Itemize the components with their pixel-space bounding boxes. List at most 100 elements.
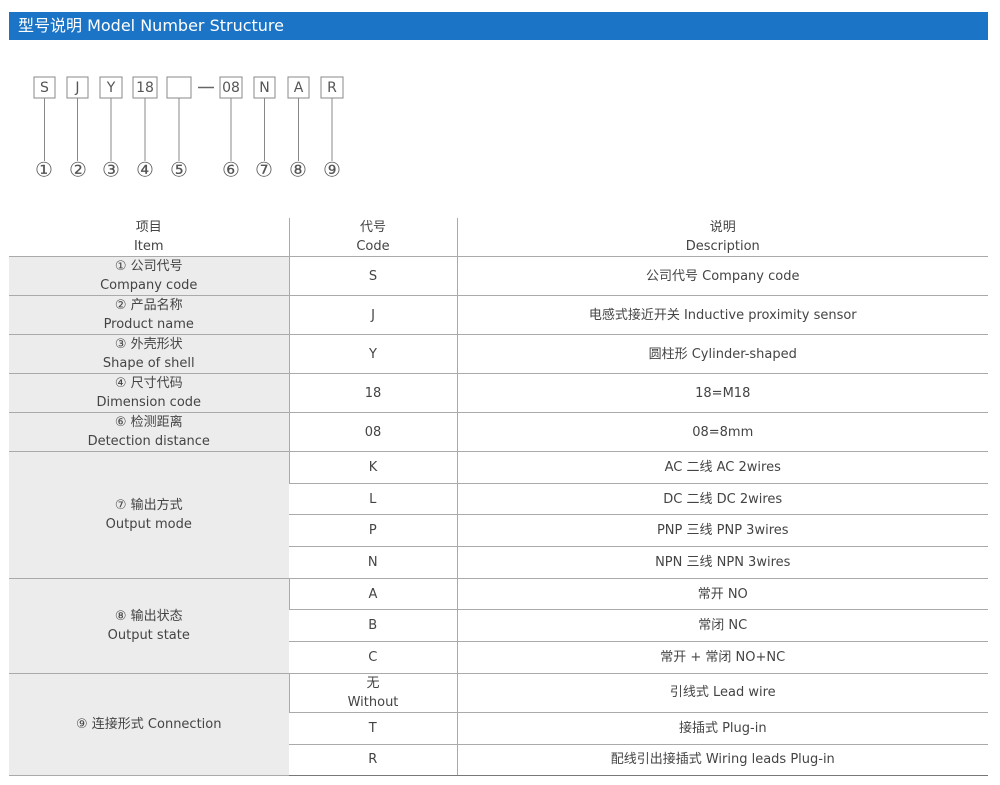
cell-line: J xyxy=(371,307,375,323)
code-cell: 18 xyxy=(288,373,457,413)
desc-cell: 公司代号 Company code xyxy=(456,256,988,296)
item-cell: ② 产品名称 Product name xyxy=(9,295,289,335)
marker: ⑦ xyxy=(255,158,273,182)
code-cell: L xyxy=(289,483,457,516)
code-cell: K xyxy=(288,451,457,484)
header-cell: 项目 Item xyxy=(9,218,289,257)
code-cell: J xyxy=(288,295,457,335)
cell-line: S xyxy=(368,268,378,284)
desc-cell: 常开 NO xyxy=(456,578,988,611)
marker: ① xyxy=(35,158,53,182)
marker: ③ xyxy=(102,158,120,182)
desc-cell: PNP 三线 PNP 3wires xyxy=(456,514,988,548)
item-cell: ⑦ 输出方式 Output mode xyxy=(9,451,289,579)
cell-line: N xyxy=(367,554,378,570)
code-cell: Y xyxy=(288,334,457,374)
cell-line: 18 xyxy=(364,385,382,401)
section-header: 型号说明 Model Number Structure xyxy=(9,12,988,40)
header-row: 项目 Item 代号 Code 说明 Description xyxy=(9,218,988,257)
cell-line: ④ 尺寸代码 xyxy=(114,376,183,391)
cell-line: Output state xyxy=(107,627,190,643)
code-cell: C xyxy=(289,641,457,674)
cell-line: ① 公司代号 xyxy=(114,259,183,274)
cell-line: ③ 外壳形状 xyxy=(114,337,183,352)
cell-line: 代号 xyxy=(359,220,386,235)
code-text: 08 xyxy=(222,80,240,96)
cell-line: ⑦ 输出方式 xyxy=(114,497,183,513)
code-text: R xyxy=(327,80,337,96)
cell-line: Detection distance xyxy=(87,434,210,449)
code-text: A xyxy=(294,80,304,96)
item-cell: ⑥ 检测距离 Detection distance xyxy=(9,412,289,452)
item-cell: ⑧ 输出状态 Output state xyxy=(9,578,289,674)
header-cell: 说明 Description xyxy=(456,218,988,257)
desc-cell: 引线式 Lead wire xyxy=(456,673,988,713)
cell-line: ⑨ 连接形式 Connection xyxy=(76,717,222,732)
marker: ⑥ xyxy=(222,158,240,182)
cell-line: T xyxy=(368,720,377,736)
desc-cell: 常开 + 常闭 NO+NC xyxy=(456,641,988,674)
spec-table: 项目 Item 代号 Code 说明 Description ① 公司代号 Company c… xyxy=(9,218,988,777)
cell-line: C xyxy=(368,649,378,665)
table-row: ⑧ 输出状态 Output state A 常开 NO xyxy=(9,578,988,674)
cell-line: ⑥ 检测距离 xyxy=(114,415,183,430)
cell-line: Item xyxy=(133,239,164,254)
cell-line: B xyxy=(368,618,378,634)
cell-line: L xyxy=(369,491,377,507)
desc-cell: DC 二线 DC 2wires xyxy=(456,483,988,516)
table-row: ① 公司代号 Company code S 公司代号 Company code xyxy=(9,256,988,296)
table-row: ③ 外壳形状 Shape of shell Y 圆柱形 Cylinder-shaped xyxy=(9,334,988,374)
item-cell: ③ 外壳形状 Shape of shell xyxy=(9,334,289,374)
code-text: 18 xyxy=(136,80,154,96)
cell-line: R xyxy=(368,752,378,768)
table-row: ② 产品名称 Product name J 电感式接近开关 Inductive pro… xyxy=(9,295,988,335)
table-row: ⑥ 检测距离 Detection distance 08 08=8mm xyxy=(9,412,988,452)
marker: ④ xyxy=(136,158,154,182)
header-cell: 代号 Code xyxy=(288,218,457,257)
code-cell: R xyxy=(289,744,457,777)
table-row: N NPN 三线 NPN 3wires xyxy=(9,546,988,579)
marker: ⑨ xyxy=(323,158,341,182)
code-text: N xyxy=(259,80,269,96)
marker: ⑤ xyxy=(170,158,188,182)
code-cell: A xyxy=(288,578,457,611)
marker: ② xyxy=(69,158,87,182)
cell-line: Product name xyxy=(103,317,194,332)
item-cell: ④ 尺寸代码 Dimension code xyxy=(9,373,289,413)
code-diagram: S J Y 18 08 N A R ① ② ③ ④ ⑤ ⑥ ⑦ ⑧ ⑨ xyxy=(33,76,344,182)
table-row: ④ 尺寸代码 Dimension code 18 18=M18 xyxy=(9,373,988,413)
marker: ⑧ xyxy=(289,158,307,182)
desc-cell: 配线引出接插式 Wiring leads Plug-in xyxy=(456,744,988,777)
cell-line: 说明 xyxy=(709,220,736,235)
table-row: ⑦ 输出方式 Output mode K AC 二线 AC 2wires xyxy=(9,451,988,579)
desc-cell: 08=8mm xyxy=(456,412,988,452)
code-cell: P xyxy=(289,514,457,548)
desc-cell: 圆柱形 Cylinder-shaped xyxy=(456,334,988,374)
code-cell: N xyxy=(289,546,457,579)
cell-line: 08 xyxy=(364,424,382,440)
cell-line: A xyxy=(368,586,378,602)
desc-cell: 电感式接近开关 Inductive proximity sensor xyxy=(456,295,988,335)
table-row: B 常闭 NC xyxy=(9,609,988,643)
code-cell: T xyxy=(289,712,457,745)
cell-line: Without xyxy=(347,694,399,710)
cell-line: Company code xyxy=(100,278,198,293)
table-row: R 配线引出接插式 Wiring leads Plug-in xyxy=(9,744,988,777)
desc-cell: NPN 三线 NPN 3wires xyxy=(456,546,988,579)
code-text: Y xyxy=(106,80,116,96)
desc-cell: 接插式 Plug-in xyxy=(456,712,988,745)
table-row: ⑨ 连接形式 Connection 无 Without 引线式 Lead wire xyxy=(9,673,988,777)
item-cell: ⑨ 连接形式 Connection xyxy=(9,673,289,777)
code-cell: S xyxy=(288,256,457,296)
desc-cell: 常闭 NC xyxy=(456,609,988,643)
table-row: T 接插式 Plug-in xyxy=(9,712,988,745)
cell-line: Description xyxy=(685,239,760,254)
item-cell: ① 公司代号 Company code xyxy=(9,256,289,296)
code-text: J xyxy=(74,80,79,96)
cell-line: Dimension code xyxy=(96,395,202,410)
table-row: P PNP 三线 PNP 3wires xyxy=(9,514,988,548)
cell-line: P xyxy=(368,523,377,539)
cell-line: Shape of shell xyxy=(102,356,195,371)
cell-line: Output mode xyxy=(105,516,192,532)
